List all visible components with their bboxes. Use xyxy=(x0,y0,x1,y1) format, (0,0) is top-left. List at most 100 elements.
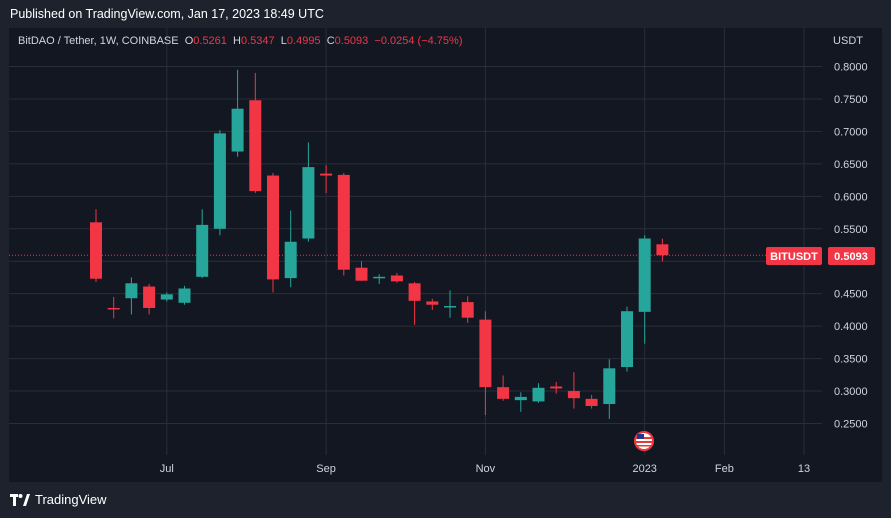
published-caption: Published on TradingView.com, Jan 17, 20… xyxy=(10,7,324,21)
candle-body xyxy=(621,311,633,368)
candle-body xyxy=(196,224,209,277)
candle[interactable] xyxy=(638,235,651,344)
candle[interactable] xyxy=(337,172,350,276)
candle[interactable] xyxy=(603,359,616,419)
close-label: C xyxy=(326,35,335,47)
grid-lines xyxy=(9,28,822,455)
candle[interactable] xyxy=(160,292,173,302)
candle[interactable] xyxy=(461,296,474,323)
candle-body xyxy=(355,267,368,281)
high-label: H xyxy=(233,35,241,47)
footer-brand[interactable]: TradingView xyxy=(10,492,107,507)
y-tick-label: 0.7500 xyxy=(834,94,868,106)
y-tick-label: 0.4000 xyxy=(834,321,868,333)
close-value: 0.5093 xyxy=(334,35,369,47)
us-flag-icon[interactable] xyxy=(634,431,654,451)
tradingview-logo-icon xyxy=(10,493,30,506)
candle-body xyxy=(461,302,474,318)
candle-body xyxy=(178,288,191,303)
high-value: 0.5347 xyxy=(241,35,275,47)
candle[interactable] xyxy=(621,306,633,372)
candle[interactable] xyxy=(143,283,156,315)
x-tick-label: 2023 xyxy=(632,463,656,475)
candle[interactable] xyxy=(656,238,669,262)
candle[interactable] xyxy=(479,311,492,416)
y-tick-label: 0.5500 xyxy=(834,224,868,236)
candle[interactable] xyxy=(550,381,563,394)
candles[interactable] xyxy=(90,69,669,419)
candle-body xyxy=(302,167,315,239)
candle-body xyxy=(497,387,510,399)
price-badge: BITUSDT 0.5093 xyxy=(766,247,875,265)
chart-frame[interactable] xyxy=(9,28,882,482)
y-tick-label: 0.3000 xyxy=(834,386,868,398)
y-tick-label: 0.3500 xyxy=(834,354,868,366)
candle[interactable] xyxy=(284,210,297,288)
candle[interactable] xyxy=(408,281,421,325)
x-tick-label: Nov xyxy=(476,463,496,475)
candle[interactable] xyxy=(373,274,386,284)
candle-body xyxy=(267,175,279,280)
candle-body xyxy=(426,301,439,305)
candle[interactable] xyxy=(178,285,191,305)
candle[interactable] xyxy=(231,69,244,157)
candle-body xyxy=(284,241,297,279)
candle-body xyxy=(160,294,173,300)
candle[interactable] xyxy=(267,172,279,293)
candle[interactable] xyxy=(426,298,439,310)
candle-body xyxy=(373,276,386,279)
y-tick-label: 0.7000 xyxy=(834,126,868,138)
candle[interactable] xyxy=(125,277,138,315)
open-label: O xyxy=(184,35,194,47)
candle-body xyxy=(638,238,651,312)
candle-body xyxy=(567,391,580,399)
badge-price: 0.5093 xyxy=(834,251,868,263)
y-tick-label: 0.4500 xyxy=(834,289,868,301)
currency-label[interactable]: USDT xyxy=(833,35,863,47)
candle-body xyxy=(143,286,156,308)
footer-brand-text: TradingView xyxy=(35,492,107,507)
ohlc-legend: BitDAO / Tether, 1W, COINBASE O0.5261 H0… xyxy=(18,35,463,47)
candle-body xyxy=(444,306,456,308)
candle[interactable] xyxy=(585,394,598,409)
candle-body xyxy=(90,222,102,279)
candle[interactable] xyxy=(107,296,120,319)
y-tick-label: 0.6500 xyxy=(834,159,868,171)
candle[interactable] xyxy=(444,290,456,318)
y-tick-label: 0.2500 xyxy=(834,419,868,431)
candle[interactable] xyxy=(514,392,527,412)
candle-body xyxy=(603,368,616,405)
candle[interactable] xyxy=(567,372,580,409)
candle-body xyxy=(249,100,262,192)
candle-body xyxy=(479,319,492,388)
symbol-title[interactable]: BitDAO / Tether, 1W, COINBASE xyxy=(18,35,179,47)
candle-body xyxy=(125,283,138,299)
candle[interactable] xyxy=(390,272,403,283)
x-tick-label: Sep xyxy=(316,463,336,475)
candle-body xyxy=(585,398,598,406)
candle[interactable] xyxy=(196,209,209,279)
y-tick-label: 0.8000 xyxy=(834,62,868,74)
candle-body xyxy=(514,396,527,401)
candle[interactable] xyxy=(532,383,545,403)
candle-body xyxy=(213,133,226,229)
candle[interactable] xyxy=(320,165,333,194)
candle-body xyxy=(107,307,120,310)
candle-body xyxy=(408,283,421,301)
x-tick-label: 13 xyxy=(798,463,810,475)
change-value: −0.0254 (−4.75%) xyxy=(374,35,463,47)
candle[interactable] xyxy=(249,72,262,194)
badge-ticker: BITUSDT xyxy=(770,251,818,263)
candle[interactable] xyxy=(213,130,226,236)
candle[interactable] xyxy=(90,209,102,282)
candle[interactable] xyxy=(355,261,368,281)
candle-body xyxy=(656,244,669,256)
candle-body xyxy=(320,173,333,176)
x-tick-label: Jul xyxy=(160,463,174,475)
x-tick-label: Feb xyxy=(715,463,734,475)
candle[interactable] xyxy=(497,375,510,401)
open-value: 0.5261 xyxy=(193,35,227,47)
candle[interactable] xyxy=(302,142,315,242)
candle-body xyxy=(337,174,350,270)
